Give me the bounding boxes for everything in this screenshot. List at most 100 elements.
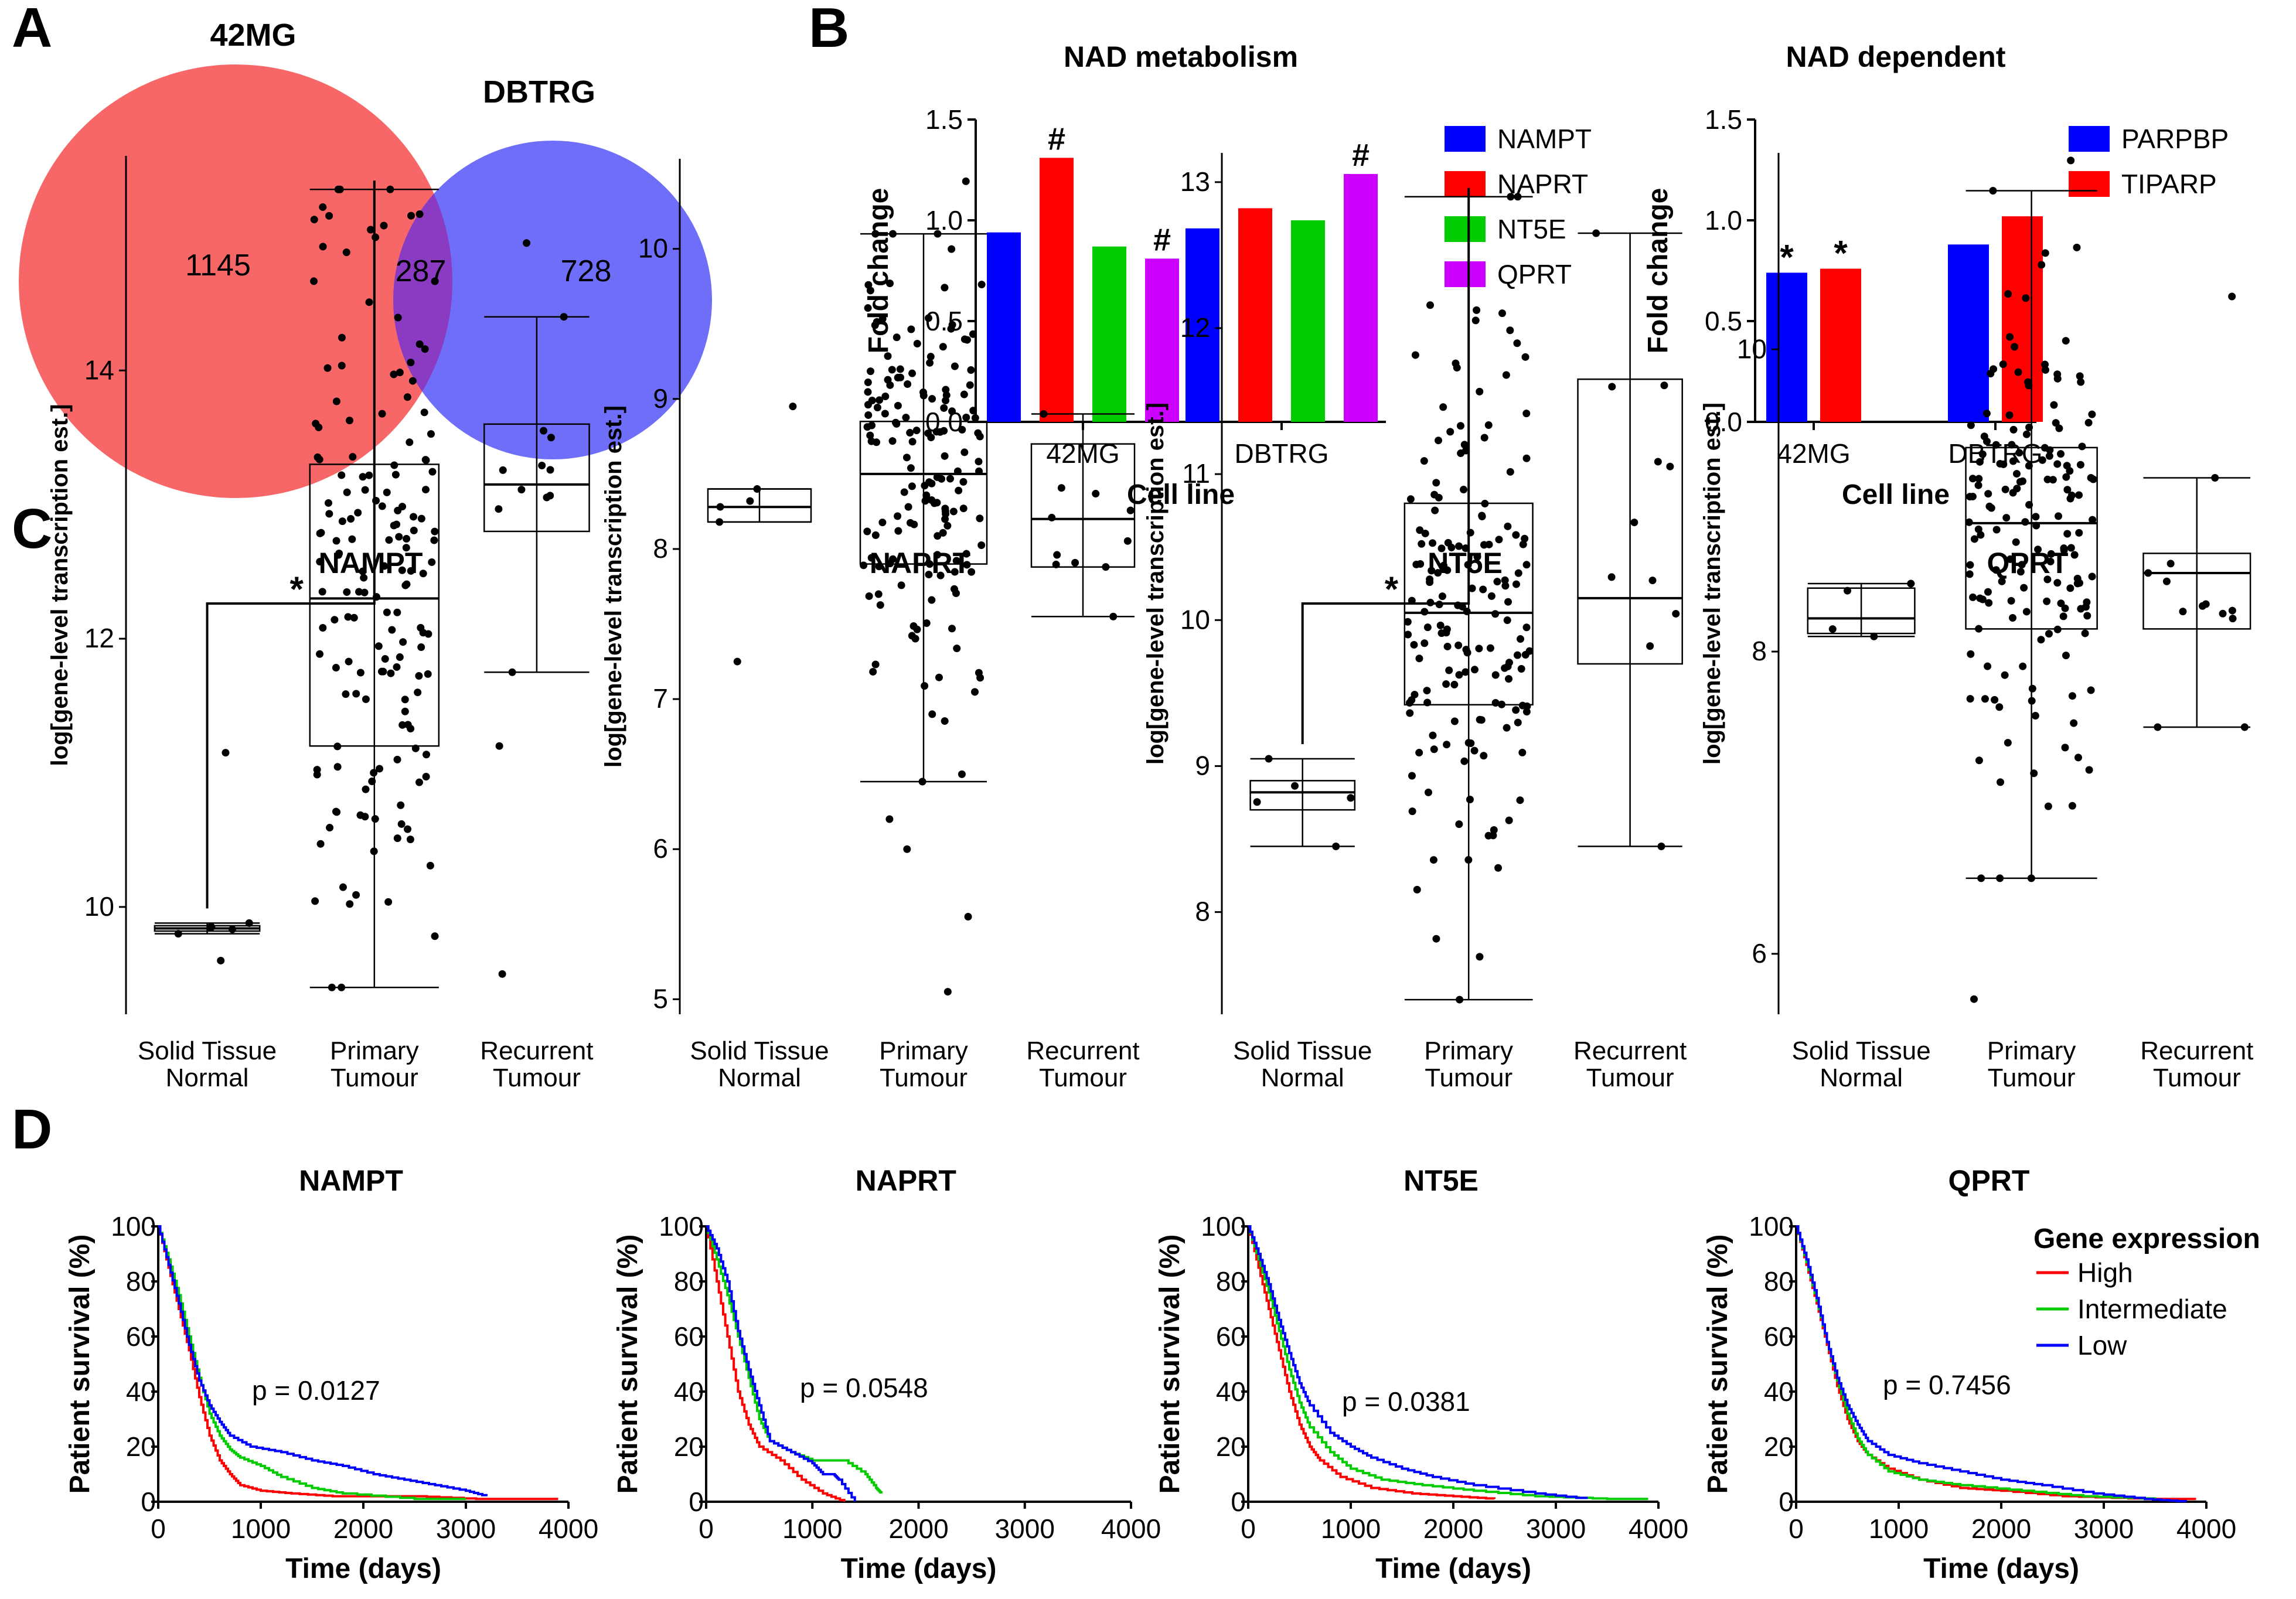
data-point [398, 503, 406, 511]
data-point [928, 395, 936, 403]
data-point [2009, 614, 2017, 622]
data-point [1450, 680, 1459, 688]
x-tick-label: Solid Tissue [1791, 1037, 1930, 1065]
bar-NT5E-DBTRG [1291, 220, 1325, 422]
legend-label-NT5E: NT5E [1497, 214, 1566, 244]
survival-curve-Intermediate [706, 1225, 883, 1494]
data-point [878, 519, 887, 527]
data-point [1630, 519, 1638, 527]
data-point [1470, 746, 1479, 755]
data-point [1991, 695, 1999, 704]
data-point [889, 230, 897, 238]
data-point [1966, 561, 1974, 569]
data-point [2020, 584, 2028, 592]
data-point [1505, 675, 1513, 683]
data-point [326, 824, 334, 832]
legend-label-NAMPT: NAMPT [1497, 124, 1592, 154]
data-point [349, 453, 357, 461]
data-point [1976, 594, 1984, 602]
data-point [864, 304, 872, 312]
data-point [2038, 261, 2046, 269]
y-tick-label: 12 [84, 623, 114, 653]
data-point [399, 638, 407, 646]
data-point [421, 456, 430, 464]
box [1965, 446, 2098, 630]
data-point [421, 486, 430, 494]
data-point [2043, 575, 2052, 584]
data-point [892, 333, 901, 342]
data-point [969, 407, 977, 415]
data-point [955, 486, 963, 495]
survival-curve-Intermediate [1248, 1225, 1648, 1501]
data-point [908, 438, 917, 446]
x-tick-label: 4000 [539, 1513, 598, 1544]
data-point [365, 298, 373, 306]
data-point [2021, 518, 2029, 526]
significance-mark: # [1153, 222, 1171, 257]
data-point [318, 588, 326, 596]
data-point [908, 369, 917, 377]
data-point [1291, 782, 1299, 790]
data-point [888, 366, 896, 374]
data-point [428, 558, 436, 566]
data-point [2006, 555, 2014, 563]
data-point [1992, 441, 2000, 449]
data-point [546, 466, 554, 474]
x-tick-label: Tumour [880, 1063, 968, 1092]
data-point [1505, 816, 1513, 824]
data-point [2068, 692, 2076, 700]
data-point [560, 313, 568, 321]
data-point [2083, 612, 2091, 620]
data-point [1648, 577, 1657, 585]
data-point [428, 468, 437, 476]
data-point [1464, 856, 1473, 864]
data-point [864, 281, 873, 289]
survival-curve-Low [1248, 1225, 1588, 1499]
data-point [401, 707, 409, 715]
data-point [345, 417, 353, 425]
data-point [2076, 372, 2084, 380]
data-point [902, 454, 911, 462]
data-point [1434, 569, 1442, 577]
data-point [1426, 301, 1434, 309]
x-tick-label: 3000 [1526, 1513, 1586, 1544]
data-point [1444, 538, 1452, 547]
x-tick-label: 0 [1241, 1513, 1256, 1544]
data-point [410, 526, 418, 534]
data-point [1975, 458, 1984, 466]
y-axis-label: Patient survival (%) [1702, 1235, 1733, 1494]
data-point [2061, 604, 2069, 612]
data-point [2067, 492, 2076, 500]
data-point [925, 560, 934, 568]
data-point [1253, 798, 1261, 806]
data-point [401, 695, 409, 704]
bar-NT5E-42MG [1092, 246, 1126, 422]
y-tick-label: 40 [1764, 1376, 1794, 1407]
data-point [508, 668, 516, 676]
data-point [900, 488, 908, 496]
data-point [878, 315, 887, 323]
data-point [2084, 418, 2093, 427]
data-point [245, 919, 253, 927]
data-point [977, 541, 986, 550]
data-point [1672, 609, 1680, 618]
data-point [332, 537, 340, 545]
data-point [378, 502, 386, 510]
data-point [1517, 635, 1525, 643]
data-point [1503, 724, 1511, 732]
data-point [864, 401, 872, 409]
data-point [976, 432, 984, 441]
data-point [2045, 452, 2053, 460]
x-tick-label: 1000 [782, 1513, 842, 1544]
y-tick-label: 80 [126, 1266, 156, 1297]
data-point [1522, 561, 1531, 569]
data-point [1126, 506, 1135, 514]
data-point [866, 431, 874, 439]
data-point [939, 343, 947, 351]
data-point [390, 461, 398, 469]
data-point [2066, 467, 2074, 475]
y-tick-label: 9 [1195, 750, 1210, 780]
x-tick-label: 0 [151, 1513, 166, 1544]
y-axis-label: log[gene-level transcription est.] [601, 405, 626, 768]
